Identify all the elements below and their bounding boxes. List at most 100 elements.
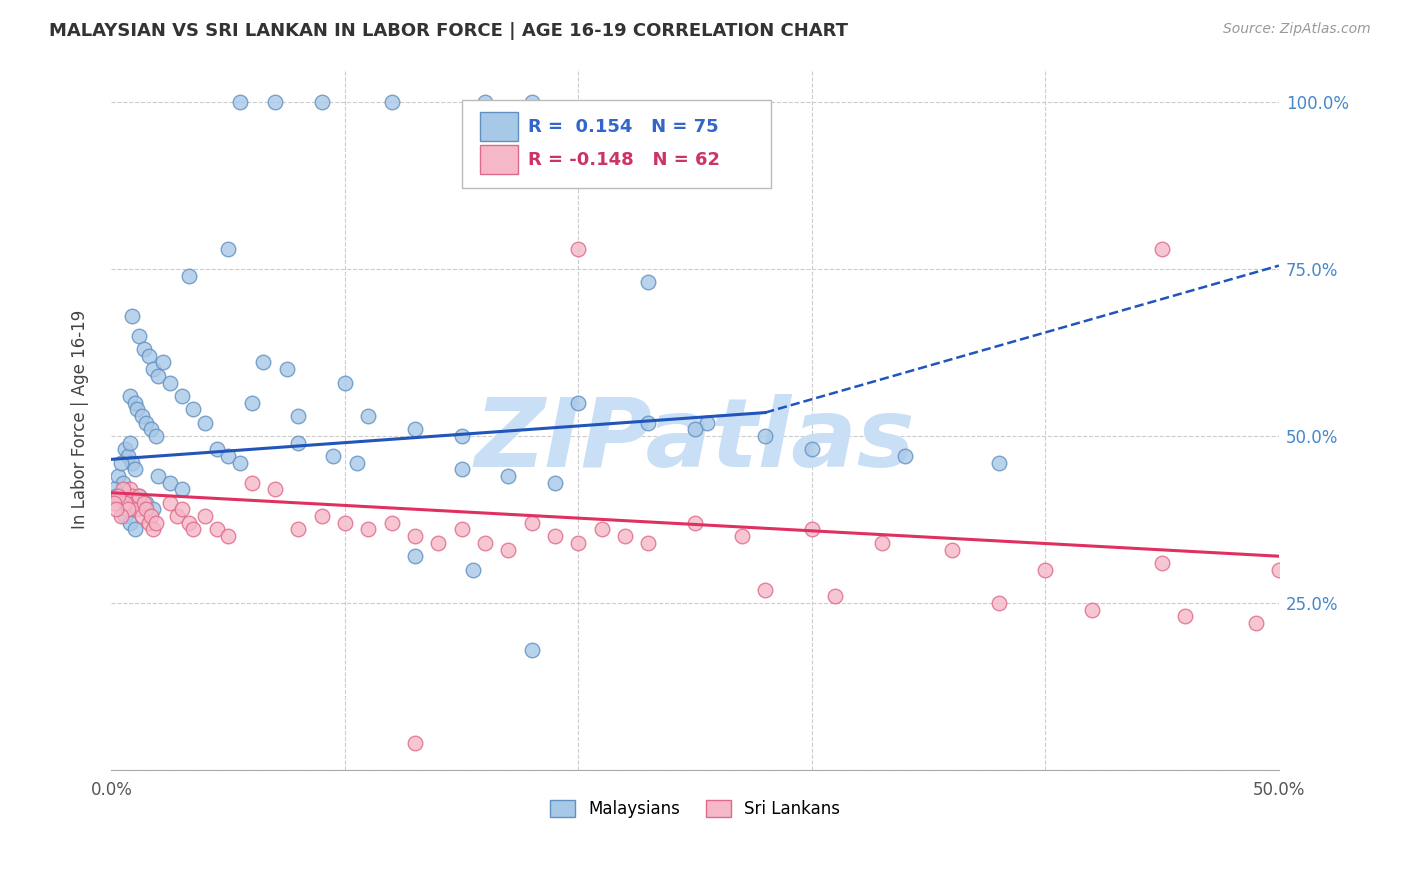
Point	[311, 509, 333, 524]
Point	[103, 483, 125, 497]
Point	[112, 483, 135, 497]
Point	[287, 435, 309, 450]
Point	[240, 395, 263, 409]
Point	[124, 496, 146, 510]
Point	[217, 242, 239, 256]
Point	[135, 416, 157, 430]
Point	[128, 489, 150, 503]
Point	[870, 536, 893, 550]
Point	[544, 475, 567, 490]
Point	[381, 95, 404, 109]
Point	[217, 529, 239, 543]
Point	[128, 489, 150, 503]
Point	[127, 402, 149, 417]
Point	[152, 355, 174, 369]
Point	[567, 242, 589, 256]
Point	[544, 529, 567, 543]
Point	[696, 416, 718, 430]
Point	[474, 536, 496, 550]
Point	[450, 523, 472, 537]
Point	[170, 502, 193, 516]
Point	[142, 523, 165, 537]
Point	[520, 516, 543, 530]
Point	[276, 362, 298, 376]
Point	[264, 483, 287, 497]
Point	[800, 523, 823, 537]
Point	[112, 475, 135, 490]
Text: R =  0.154   N = 75: R = 0.154 N = 75	[529, 118, 718, 136]
Point	[381, 516, 404, 530]
Point	[987, 596, 1010, 610]
Point	[404, 422, 426, 436]
Point	[205, 523, 228, 537]
Point	[346, 456, 368, 470]
Point	[229, 456, 252, 470]
Point	[1081, 602, 1104, 616]
Point	[124, 523, 146, 537]
Point	[498, 469, 520, 483]
Point	[614, 529, 637, 543]
Point	[1152, 242, 1174, 256]
Point	[107, 469, 129, 483]
Text: MALAYSIAN VS SRI LANKAN IN LABOR FORCE | AGE 16-19 CORRELATION CHART: MALAYSIAN VS SRI LANKAN IN LABOR FORCE |…	[49, 22, 848, 40]
Point	[131, 509, 153, 524]
Point	[146, 368, 169, 383]
Point	[120, 483, 142, 497]
Point	[166, 509, 188, 524]
Point	[404, 736, 426, 750]
Point	[121, 309, 143, 323]
Point	[1268, 563, 1291, 577]
Point	[131, 409, 153, 423]
Point	[142, 502, 165, 516]
Point	[181, 523, 204, 537]
Text: Source: ZipAtlas.com: Source: ZipAtlas.com	[1223, 22, 1371, 37]
Point	[463, 563, 485, 577]
Point	[217, 449, 239, 463]
Point	[252, 355, 274, 369]
Point	[177, 516, 200, 530]
Point	[170, 389, 193, 403]
Point	[520, 95, 543, 109]
Point	[170, 483, 193, 497]
Point	[145, 429, 167, 443]
Point	[240, 475, 263, 490]
Point	[117, 449, 139, 463]
Point	[474, 95, 496, 109]
Point	[127, 502, 149, 516]
Point	[124, 395, 146, 409]
Point	[181, 402, 204, 417]
FancyBboxPatch shape	[461, 100, 770, 188]
Point	[1244, 615, 1267, 630]
Point	[105, 502, 128, 516]
Point	[120, 389, 142, 403]
Point	[159, 376, 181, 390]
Point	[591, 523, 613, 537]
Point	[205, 442, 228, 457]
Point	[117, 502, 139, 516]
Point	[637, 275, 659, 289]
Point	[450, 429, 472, 443]
Legend: Malaysians, Sri Lankans: Malaysians, Sri Lankans	[544, 793, 846, 825]
Point	[124, 462, 146, 476]
Point	[637, 536, 659, 550]
Point	[107, 489, 129, 503]
Point	[754, 429, 776, 443]
Point	[1174, 609, 1197, 624]
Point	[141, 509, 163, 524]
Point	[941, 542, 963, 557]
Point	[138, 516, 160, 530]
Point	[159, 496, 181, 510]
Point	[520, 642, 543, 657]
Point	[683, 422, 706, 436]
Point	[357, 409, 380, 423]
Point	[103, 496, 125, 510]
Point	[135, 496, 157, 510]
Point	[134, 342, 156, 356]
FancyBboxPatch shape	[481, 145, 517, 175]
Point	[146, 469, 169, 483]
Point	[404, 549, 426, 564]
FancyBboxPatch shape	[481, 112, 517, 142]
Point	[138, 349, 160, 363]
Point	[683, 516, 706, 530]
Point	[824, 589, 846, 603]
